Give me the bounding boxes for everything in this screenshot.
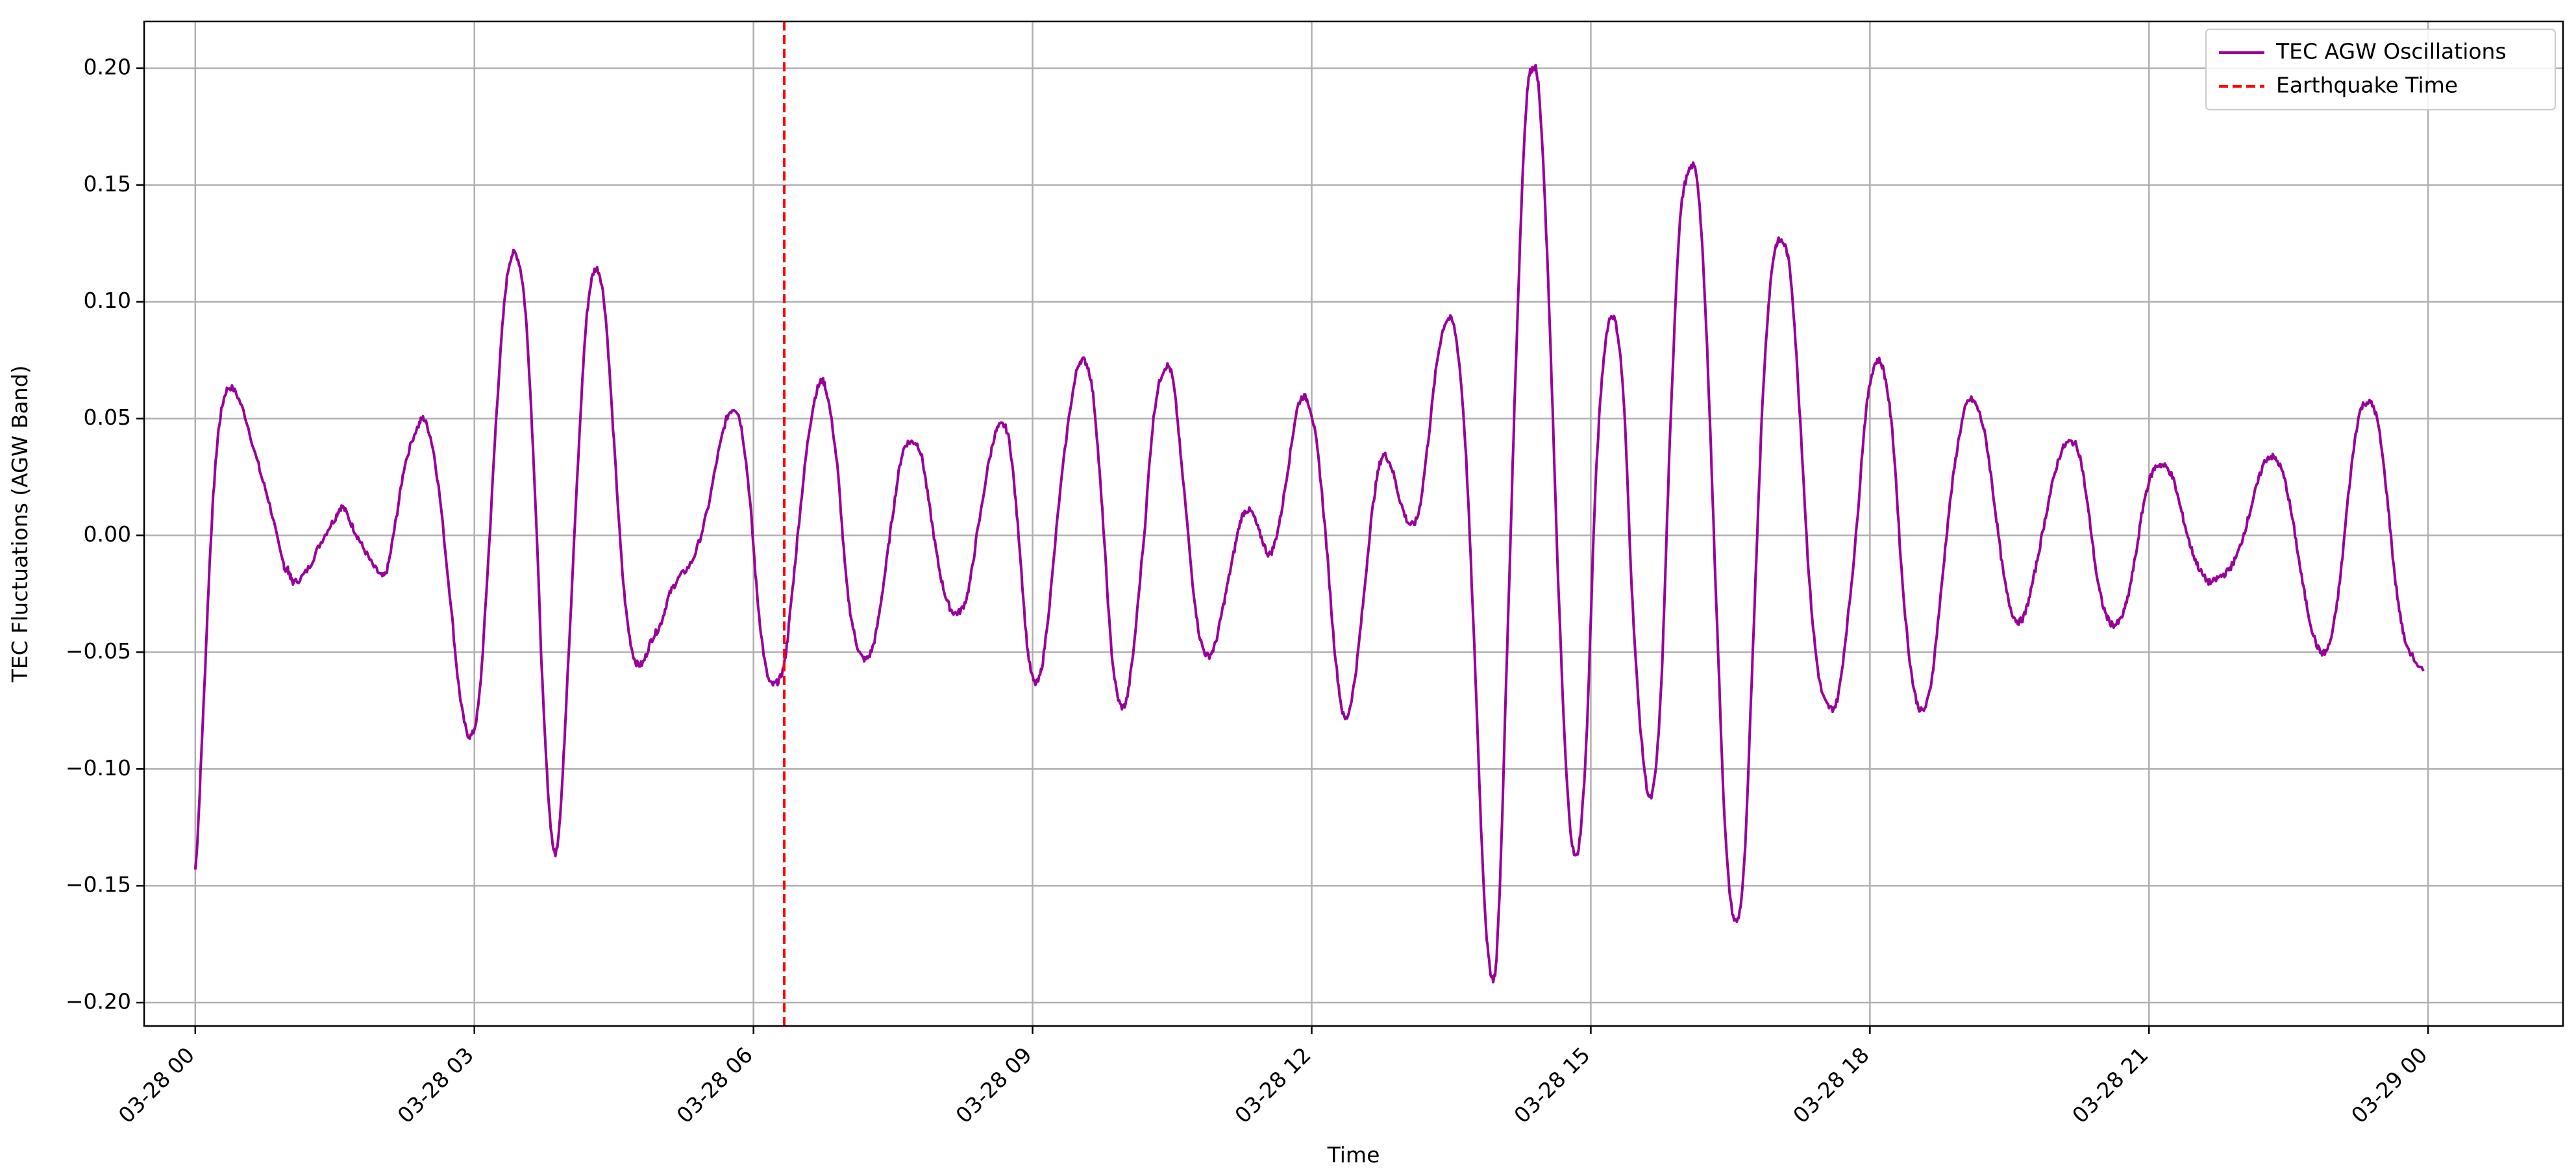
x-tick-label: 03-28 18 xyxy=(1788,1042,1874,1128)
y-tick-label: −0.05 xyxy=(66,638,131,664)
x-tick-label: 03-28 03 xyxy=(393,1042,478,1128)
legend-label-tec: TEC AGW Oscillations xyxy=(2275,39,2507,64)
tec-agw-series-line xyxy=(193,64,2425,984)
x-axis-ticks: 03-28 00 03-28 03 03-28 06 03-28 09 03-28 12… xyxy=(114,1026,2433,1128)
x-tick-label: 03-28 06 xyxy=(672,1042,758,1128)
y-axis-label: TEC Fluctuations (AGW Band) xyxy=(7,366,32,683)
x-tick-label: 03-29 00 xyxy=(2346,1042,2432,1128)
x-tick-label: 03-28 00 xyxy=(114,1042,199,1128)
y-tick-label: −0.10 xyxy=(66,755,131,781)
legend: TEC AGW Oscillations Earthquake Time xyxy=(2205,29,2556,110)
y-tick-label: 0.05 xyxy=(84,405,131,430)
x-tick-label: 03-28 21 xyxy=(2067,1042,2153,1128)
gridlines xyxy=(144,21,2563,1026)
series-layer xyxy=(193,21,2425,1026)
y-axis-ticks: −0.20 −0.15 −0.10 −0.05 0.00 0.05 0.10 0.15 0.20 xyxy=(66,54,144,1014)
y-tick-label: −0.15 xyxy=(66,872,131,897)
y-tick-label: 0.20 xyxy=(84,54,131,79)
x-tick-label: 03-28 15 xyxy=(1509,1042,1594,1128)
legend-label-earthquake: Earthquake Time xyxy=(2276,73,2458,98)
legend-box xyxy=(2205,29,2556,110)
plot-frame xyxy=(143,20,2564,1027)
y-tick-label: 0.00 xyxy=(84,521,131,547)
y-tick-label: −0.20 xyxy=(66,989,131,1014)
x-tick-label: 03-28 09 xyxy=(950,1042,1036,1128)
x-axis-label: Time xyxy=(1327,1142,1380,1168)
y-tick-label: 0.15 xyxy=(84,171,131,196)
x-tick-label: 03-28 12 xyxy=(1230,1042,1315,1128)
y-tick-label: 0.10 xyxy=(84,288,131,313)
